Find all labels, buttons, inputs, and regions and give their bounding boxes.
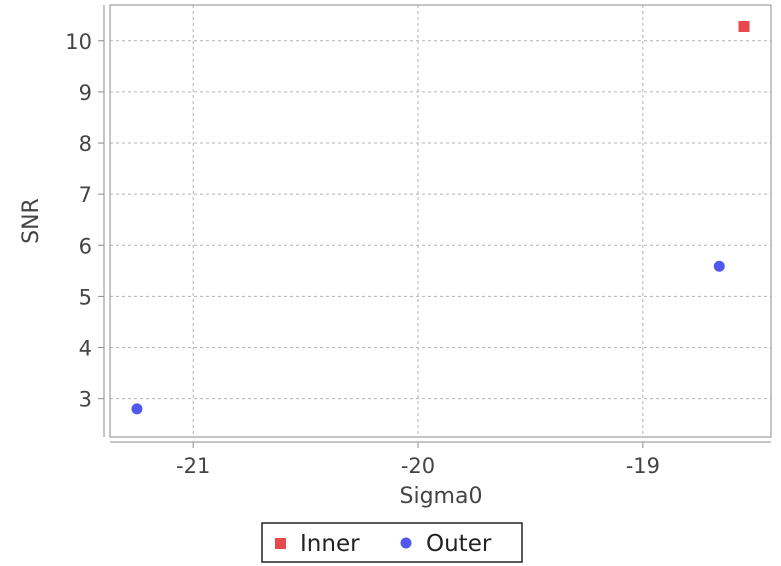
y-tick-label: 4 [79,337,92,361]
legend-marker-outer [400,537,412,549]
y-tick-label: 3 [79,388,92,412]
x-tick-label: -19 [626,454,660,478]
data-point-inner [738,20,750,32]
grid-lines [110,5,771,437]
y-tick-label: 7 [79,183,92,207]
plot-area [109,4,772,438]
legend-marker-inner [275,538,286,549]
x-axis-title: Sigma0 [400,484,483,509]
y-tick-label: 8 [79,132,92,156]
legend-box [261,522,523,563]
legend-label-outer: Outer [426,531,492,557]
x-tick-label: -21 [176,454,210,478]
legend: Inner Outer [261,522,523,563]
data-point-outer [713,260,725,272]
y-tick-label: 9 [79,81,92,105]
y-tick-label: 6 [79,234,92,258]
data-points [131,20,750,415]
y-axis-title: SNR [19,198,44,244]
legend-label-inner: Inner [300,531,360,557]
data-point-outer [131,403,143,415]
x-tick-label: -20 [401,454,435,478]
axis-ticks: -21 -20 -19 3 4 5 6 7 8 9 10 [65,30,660,478]
y-tick-label: 5 [79,285,92,309]
y-tick-label: 10 [65,30,92,54]
